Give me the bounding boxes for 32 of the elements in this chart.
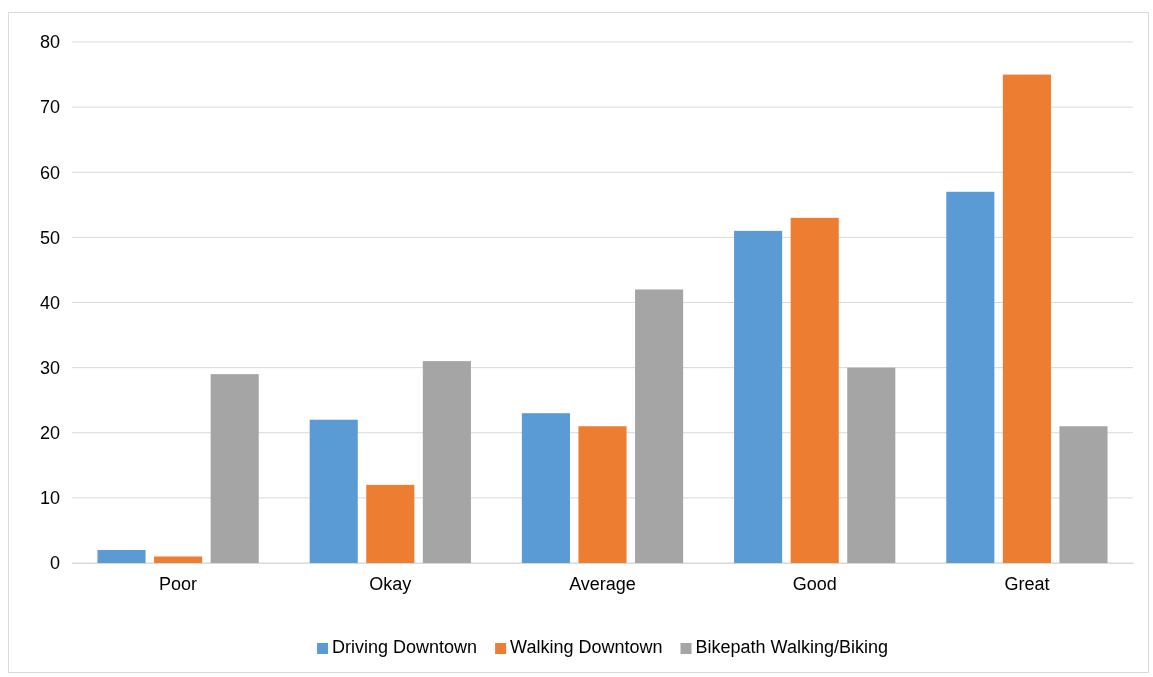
bar bbox=[309, 419, 358, 563]
bar bbox=[790, 217, 839, 563]
bar bbox=[210, 374, 259, 563]
y-tick-label: 80 bbox=[39, 32, 60, 53]
x-tick-label: Average bbox=[569, 573, 636, 594]
y-tick-label: 40 bbox=[39, 292, 60, 313]
y-tick-label: 30 bbox=[39, 357, 60, 378]
legend-label: Walking Downtown bbox=[510, 637, 663, 657]
y-tick-label: 20 bbox=[39, 423, 60, 444]
bar bbox=[734, 230, 783, 563]
x-tick-label: Okay bbox=[369, 573, 412, 594]
y-tick-label: 70 bbox=[39, 97, 60, 118]
x-tick-label: Good bbox=[792, 573, 837, 594]
bar bbox=[154, 556, 203, 563]
bar bbox=[578, 426, 627, 563]
bar bbox=[635, 289, 684, 563]
bar bbox=[1002, 74, 1051, 563]
bar bbox=[366, 484, 415, 563]
bar bbox=[946, 191, 995, 563]
y-tick-label: 0 bbox=[49, 553, 60, 574]
y-tick-label: 60 bbox=[39, 162, 60, 183]
x-tick-label: Poor bbox=[159, 573, 198, 594]
bar bbox=[847, 367, 896, 563]
y-tick-label: 10 bbox=[39, 488, 60, 509]
x-tick-label: Great bbox=[1004, 573, 1050, 594]
y-tick-label: 50 bbox=[39, 227, 60, 248]
bar bbox=[521, 413, 570, 563]
legend-label: Driving Downtown bbox=[332, 637, 478, 657]
legend-label: Bikepath Walking/Biking bbox=[695, 637, 888, 657]
bar bbox=[97, 549, 146, 563]
bar bbox=[422, 361, 471, 563]
bar bbox=[1059, 426, 1108, 563]
